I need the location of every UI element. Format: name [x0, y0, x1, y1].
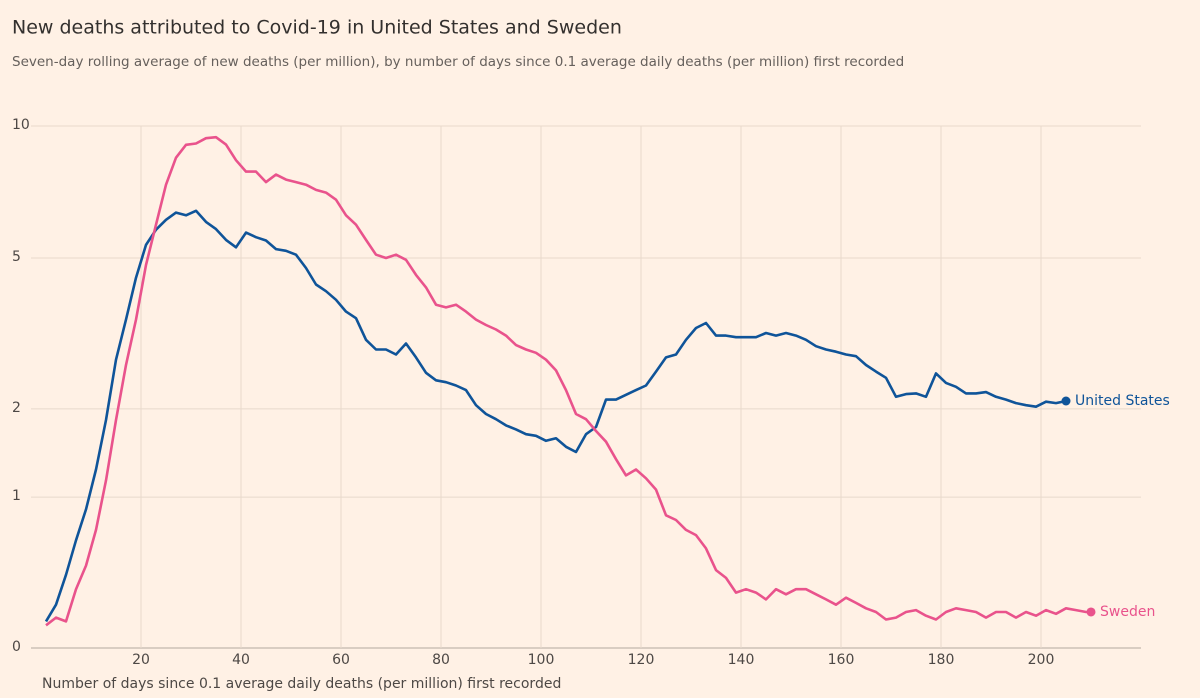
series-label: Sweden [1100, 604, 1155, 620]
end-dot [1061, 396, 1071, 406]
series-line [45, 135, 1091, 627]
y-tick-label: 5 [12, 249, 21, 265]
x-axis-label: Number of days since 0.1 average daily d… [42, 676, 561, 692]
chart-title: New deaths attributed to Covid-19 in Uni… [12, 17, 622, 39]
series-line [44, 209, 1067, 623]
x-tick-label: 80 [432, 652, 450, 668]
x-tick-label: 160 [828, 652, 855, 668]
x-tick-label: 200 [1028, 652, 1055, 668]
y-tick-label: 2 [12, 400, 21, 416]
end-dot [1086, 607, 1096, 617]
x-tick-label: 60 [332, 652, 350, 668]
x-tick-label: 120 [628, 652, 655, 668]
x-tick-label: 100 [528, 652, 555, 668]
x-tick-label: 180 [928, 652, 955, 668]
y-tick-label: 10 [12, 117, 30, 133]
series-label: United States [1075, 393, 1170, 409]
x-tick-label: 40 [232, 652, 250, 668]
chart-subtitle: Seven-day rolling average of new deaths … [12, 54, 904, 70]
x-tick-label: 20 [132, 652, 150, 668]
y-tick-label: 1 [12, 488, 21, 504]
y-tick-label: 0 [12, 639, 21, 655]
x-tick-label: 140 [728, 652, 755, 668]
